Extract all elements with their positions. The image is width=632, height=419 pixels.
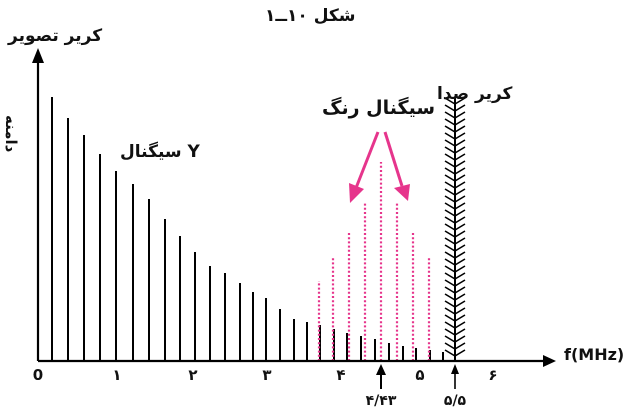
x-axis-label: f(MHz) (564, 345, 625, 364)
sound-carrier-label: کریر صدا (437, 84, 513, 104)
sound-carrier-chevron (444, 209, 466, 217)
sound-carrier-chevron (444, 237, 466, 245)
chroma-signal-label: سیگنال رنگ (322, 97, 436, 119)
sound-carrier-chevron (444, 146, 466, 154)
sound-carrier-chevron (444, 349, 466, 357)
x-axis-arrowhead (543, 355, 556, 367)
y-axis-label: کریر تصویر (8, 26, 103, 46)
figure-title: شکل ۱۰ــ۱ (265, 6, 356, 26)
sound-carrier-chevron (444, 307, 466, 315)
sound-carrier-chevron (444, 314, 466, 322)
sound-carrier-chevron (444, 223, 466, 231)
sound-carrier-chevron (444, 328, 466, 336)
y-axis-arrowhead (32, 48, 44, 63)
sound-carrier-chevron (444, 118, 466, 126)
x-tick-5: ۵ (415, 366, 425, 384)
chroma-pointer-left-arrowhead (349, 183, 364, 203)
sound-carrier-chevron (444, 272, 466, 280)
x-tick-6: ۶ (488, 366, 498, 384)
sound-carrier-chevron (444, 321, 466, 329)
sound-carrier-chevron (444, 132, 466, 140)
chroma-marker-label: ۴/۴۳ (365, 393, 397, 409)
sound-carrier-chevron (444, 111, 466, 119)
sound-carrier-chevron (444, 97, 466, 105)
x-tick-2: ۲ (188, 366, 198, 384)
sound-carrier-chevron (444, 139, 466, 147)
chroma-pointer-right-line (383, 131, 404, 187)
sound-carrier-chevron (444, 181, 466, 189)
sound-carrier-chevron (444, 258, 466, 266)
sound-carrier-chevron (444, 153, 466, 161)
sound-carrier-chevron (444, 188, 466, 196)
sound-carrier-chevron (444, 286, 466, 294)
sound-carrier-chevron (444, 195, 466, 203)
sound-marker-arrowhead (451, 364, 459, 374)
sound-carrier-chevron (444, 279, 466, 287)
x-tick-0: 0 (32, 366, 44, 384)
x-tick-4: ۴ (336, 366, 346, 384)
sound-carrier-chevron (444, 160, 466, 168)
sound-carrier-chevron (444, 216, 466, 224)
sound-carrier-chevron (444, 300, 466, 308)
x-tick-3: ۳ (262, 366, 272, 384)
sound-carrier-chevron (444, 104, 466, 112)
luma-signal-label: سیگنال Y (120, 142, 200, 162)
sound-carrier-chevron (444, 251, 466, 259)
chroma-pointer-left-line (354, 131, 380, 189)
sound-carrier-chevron (444, 244, 466, 252)
sound-carrier-chevron (444, 167, 466, 175)
sound-carrier-chevron (444, 230, 466, 238)
sound-carrier-chevron (444, 293, 466, 301)
sound-carrier-chevron (444, 342, 466, 350)
amplitude-label: دامنه (2, 115, 20, 153)
x-tick-1: ۱ (112, 366, 122, 384)
sound-carrier-chevron (444, 174, 466, 182)
sound-marker-label: ۵/۵ (443, 393, 467, 409)
sound-carrier-chevron (444, 202, 466, 210)
sound-carrier-chevron (444, 335, 466, 343)
sound-carrier-chevron (444, 125, 466, 133)
chroma-marker-arrowhead (376, 364, 386, 375)
chroma-pointer-right-arrowhead (394, 184, 410, 201)
sound-carrier-chevron (444, 265, 466, 273)
